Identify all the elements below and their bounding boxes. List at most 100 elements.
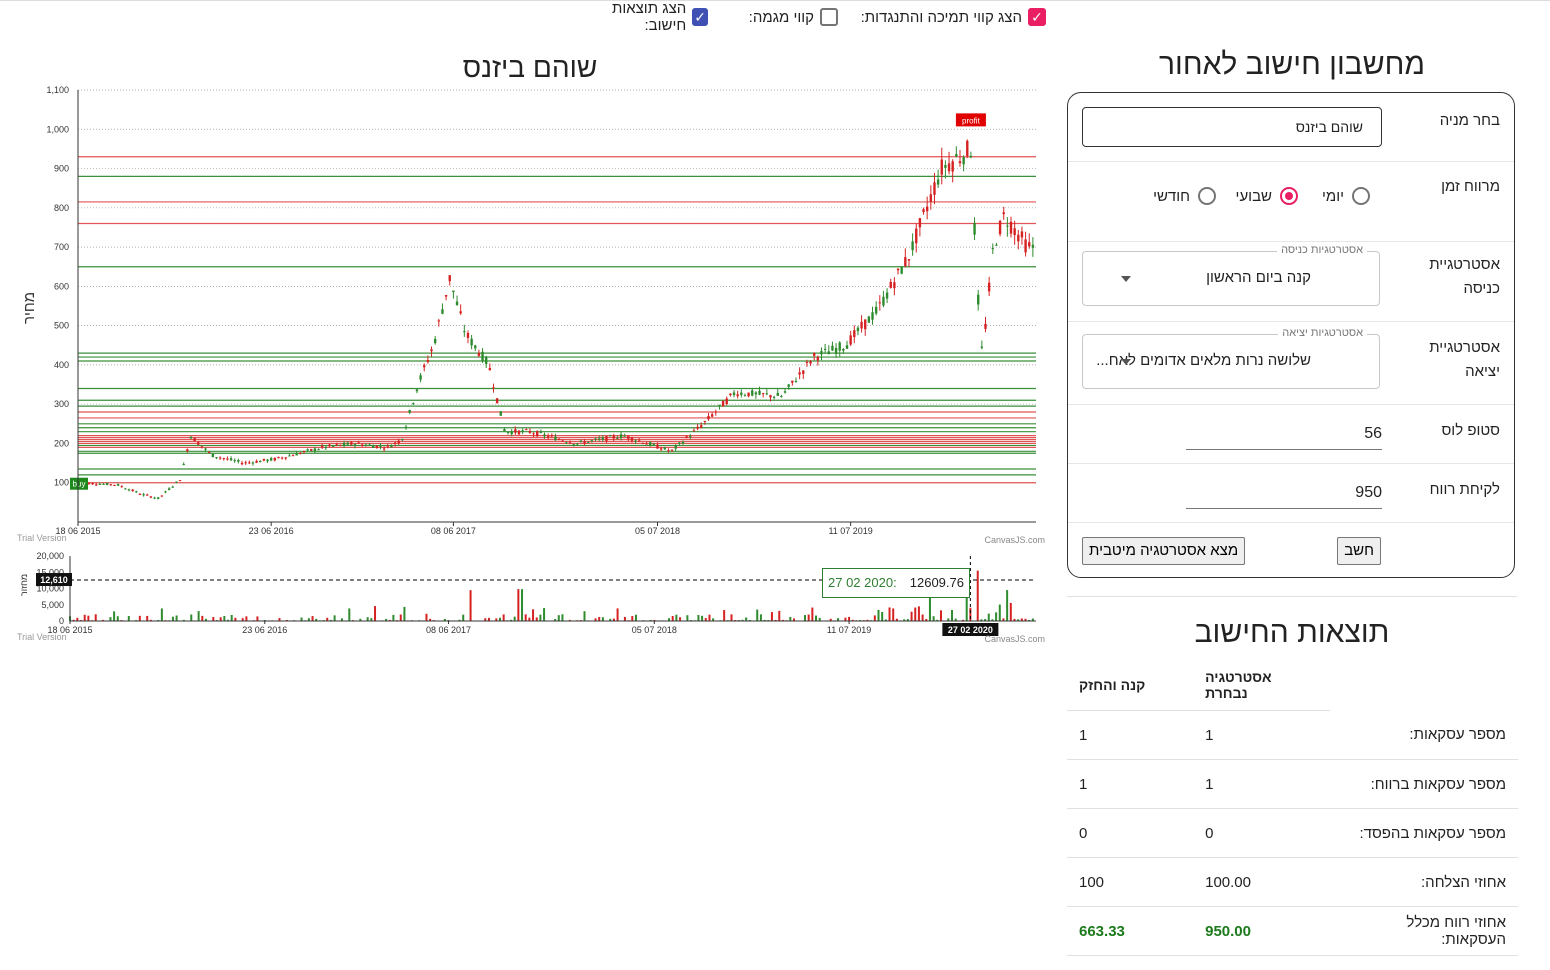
y-tick-label: 500 xyxy=(54,321,69,331)
candle-body xyxy=(678,442,681,444)
volume-bar xyxy=(116,616,119,621)
candle-body xyxy=(510,431,513,435)
volume-bar xyxy=(149,619,152,621)
dropdown-arrow-icon[interactable] xyxy=(1121,359,1131,365)
volume-bar xyxy=(745,617,748,621)
volume-bar xyxy=(594,618,597,621)
candle-body xyxy=(514,429,517,433)
candle-body xyxy=(576,443,579,445)
volume-bar xyxy=(984,619,987,621)
candle-body xyxy=(659,448,663,450)
candle-body xyxy=(331,445,335,447)
volume-bar xyxy=(146,615,149,621)
checkbox-unchecked-icon[interactable] xyxy=(820,8,838,26)
volume-bar xyxy=(333,615,336,621)
candle-body xyxy=(109,484,113,486)
candle-body xyxy=(860,321,863,329)
candle-body xyxy=(167,488,171,490)
volume-bar xyxy=(197,611,200,621)
candle-body xyxy=(517,430,521,435)
radio-unselected-icon[interactable] xyxy=(1352,187,1370,205)
volume-bar xyxy=(708,614,711,621)
find-optimal-strategy-button[interactable]: מצא אסטרטגיה מיטבית xyxy=(1082,537,1246,565)
volume-bar xyxy=(256,616,259,621)
candle-body xyxy=(105,483,109,485)
candle-body xyxy=(605,436,608,441)
volume-bar xyxy=(598,616,601,621)
candle-body xyxy=(623,435,626,437)
exit-strategy-select[interactable]: אסטרטגיות יציאה שלושה נרות מלאים אדומים … xyxy=(1082,327,1380,389)
exit-label-line: יציאה xyxy=(1465,363,1500,380)
candle-body xyxy=(587,441,590,443)
candle-body xyxy=(991,248,994,250)
candle-body xyxy=(433,338,437,344)
volume-bar xyxy=(873,615,876,621)
candle-body xyxy=(1028,242,1031,247)
row-selected-value: 1 xyxy=(1193,710,1330,760)
volume-chart[interactable]: 20,000 15,000 10,000 5,000 018 06 2015 23 06 … xyxy=(0,548,1060,648)
toggle-support-resistance[interactable]: ✓ הצג קווי תמיכה והתנגדות: xyxy=(861,6,1046,28)
candle-body xyxy=(364,444,368,446)
candle-body xyxy=(295,452,298,456)
radio-weekly[interactable]: שבועי xyxy=(1236,185,1298,207)
candle-body xyxy=(259,460,262,463)
volume-bar xyxy=(712,618,715,621)
candle-body xyxy=(681,442,685,444)
volume-bar xyxy=(748,619,751,621)
volume-bar xyxy=(925,618,928,621)
candle-body xyxy=(751,390,754,396)
candle-body xyxy=(415,389,419,392)
volume-bar xyxy=(811,607,814,621)
candle-body xyxy=(481,351,484,362)
radio-label: חודשי xyxy=(1153,187,1190,205)
toggle-trend-lines[interactable]: קווי מגמה: xyxy=(749,6,838,28)
calculate-button[interactable]: חשב xyxy=(1337,537,1381,565)
volume-bar xyxy=(998,604,1001,621)
row-label: מספר עסקאות: xyxy=(1329,710,1518,760)
volume-bar xyxy=(759,614,762,621)
volume-bar xyxy=(83,614,86,621)
candle-body xyxy=(758,390,761,395)
entry-strategy-select[interactable]: אסטרטגיות כניסה קנה ביום הראשון xyxy=(1082,244,1380,306)
volume-bar xyxy=(498,617,501,621)
dropdown-arrow-icon[interactable] xyxy=(1121,276,1131,282)
radio-monthly[interactable]: חודשי xyxy=(1153,185,1216,207)
candle-body xyxy=(874,306,878,314)
candle-body xyxy=(262,458,266,461)
candle-body xyxy=(346,442,349,445)
candle-body xyxy=(933,182,936,195)
volume-bar xyxy=(245,616,248,621)
candle-body xyxy=(940,159,943,175)
volume-bar xyxy=(995,612,998,621)
volume-bar xyxy=(770,612,773,621)
takeprofit-input[interactable]: 950 xyxy=(1186,478,1382,509)
volume-bar xyxy=(976,570,979,621)
candle-body xyxy=(568,442,572,444)
checkbox-checked-icon[interactable]: ✓ xyxy=(692,8,708,26)
chart-title: שוהם ביזנס xyxy=(462,52,598,83)
tooltip-value: 12609.76 xyxy=(909,575,964,590)
radio-unselected-icon[interactable] xyxy=(1198,187,1216,205)
price-chart[interactable]: buy profit 1,100 1,000 900 800 700 600 500 400 30… xyxy=(0,82,1060,544)
candle-body xyxy=(973,222,976,235)
volume-bar xyxy=(539,614,542,621)
sell-marker xyxy=(955,113,986,127)
row-hold-value: 1 xyxy=(1067,710,1194,760)
toggle-show-results[interactable]: ✓ הצג תוצאות חישוב: xyxy=(590,0,708,34)
radio-selected-icon[interactable] xyxy=(1280,187,1298,205)
volume-bar xyxy=(219,617,222,621)
radio-daily[interactable]: יומי xyxy=(1322,185,1370,207)
candle-body xyxy=(488,367,492,371)
stock-input[interactable]: שוהם ביזנס xyxy=(1082,107,1382,147)
stoploss-input[interactable]: 56 xyxy=(1186,419,1382,450)
y-tick-label: 1,000 xyxy=(46,124,69,134)
candle-body xyxy=(288,455,291,457)
candle-body xyxy=(328,444,331,447)
candle-body xyxy=(521,430,524,432)
checkbox-checked-icon[interactable]: ✓ xyxy=(1028,8,1046,26)
volume-bar xyxy=(502,614,505,621)
candle-body xyxy=(809,361,812,364)
candle-body xyxy=(1013,228,1016,236)
candle-body xyxy=(401,439,404,441)
candle-body xyxy=(474,345,477,349)
